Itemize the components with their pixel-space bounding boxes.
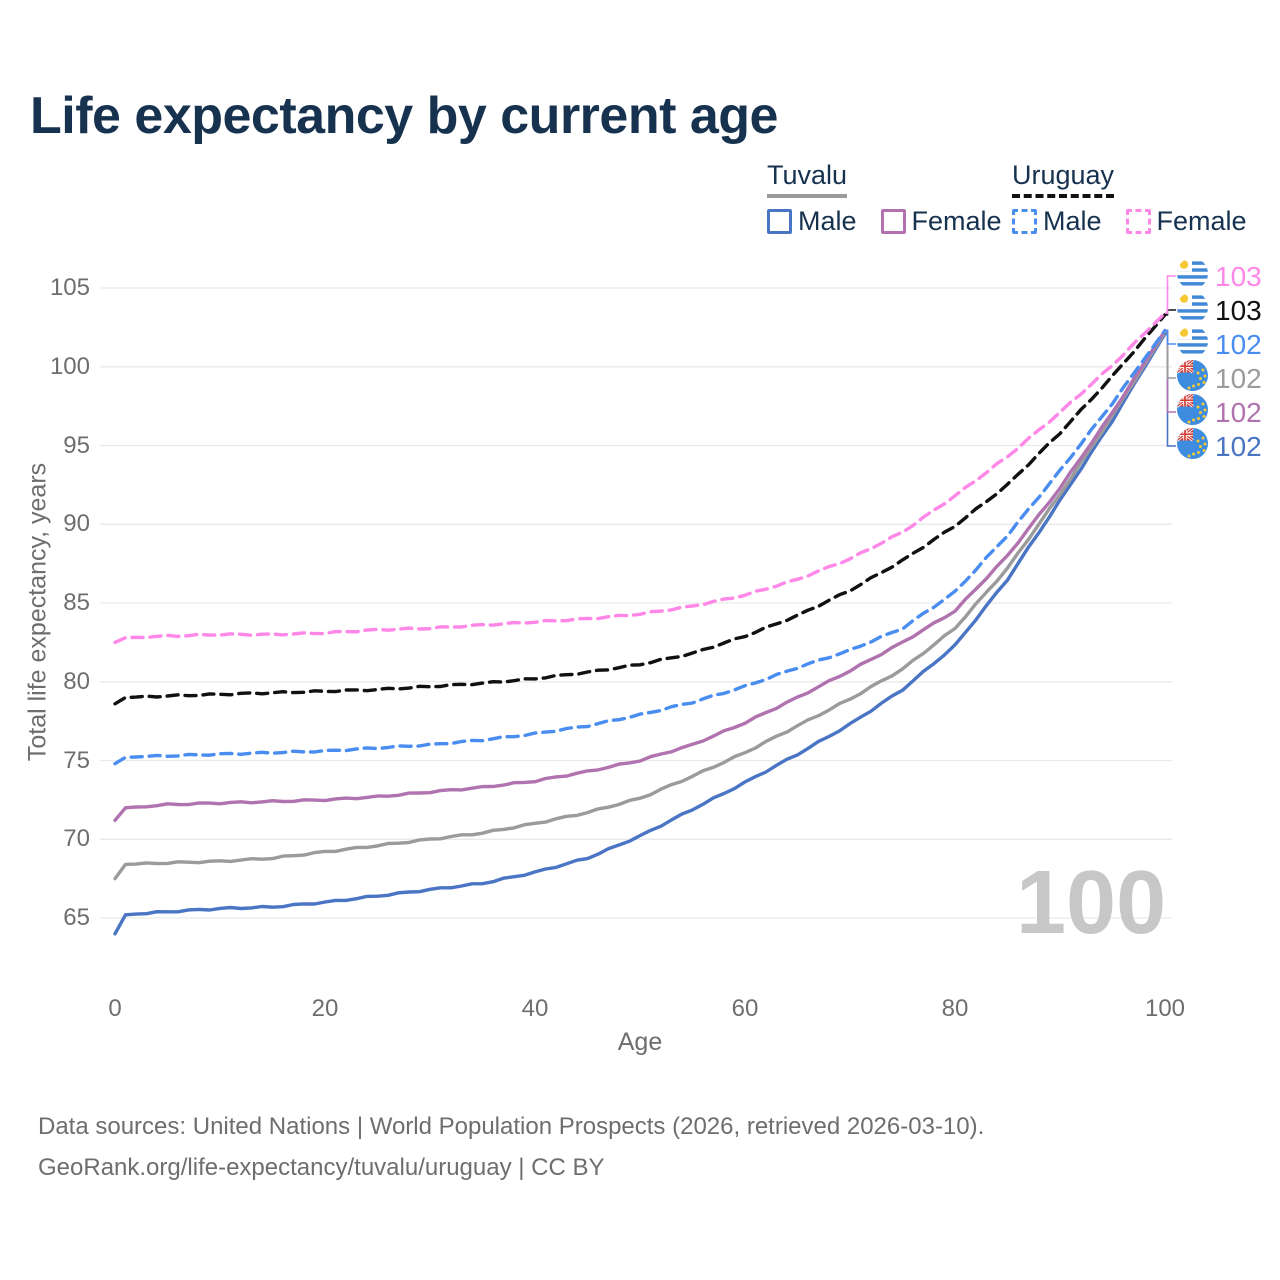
end-label-uruguay-both-sexes: 103 <box>1177 292 1262 328</box>
y-tick-label: 65 <box>63 904 90 931</box>
legend-item-label: Female <box>1156 206 1247 236</box>
end-label-connector <box>1165 329 1176 413</box>
end-label-connector <box>1165 331 1176 379</box>
tuvalu-flag-icon <box>1177 428 1208 464</box>
legend-item-label: Male <box>1043 206 1102 236</box>
uruguay-flag-icon <box>1177 326 1208 362</box>
end-label-value: 103 <box>1215 294 1262 326</box>
series-line-uruguay-female[interactable] <box>113 311 1167 645</box>
age-counter-watermark: 100 <box>1016 853 1167 953</box>
series-line-tuvalu-both-sexes[interactable] <box>113 330 1167 881</box>
end-label-tuvalu-female: 102 <box>1177 394 1262 430</box>
y-tick-label: 75 <box>63 746 90 774</box>
end-label-tuvalu-male: 102 <box>1177 428 1262 464</box>
uruguay-male-swatch-icon <box>1012 209 1037 234</box>
y-tick-label: 100 <box>49 352 90 380</box>
x-tick-label: 40 <box>521 995 549 1022</box>
legend-item-label: Female <box>911 206 1002 236</box>
uruguay-female-swatch-icon <box>1125 209 1151 234</box>
uruguay-flag-icon <box>1177 258 1208 294</box>
end-label-value: 102 <box>1215 396 1262 428</box>
end-label-value: 103 <box>1215 260 1262 292</box>
legend-item-label: Male <box>798 206 857 236</box>
x-tick-label: 80 <box>941 995 969 1022</box>
chart-title: Life expectancy by current age <box>30 87 778 145</box>
series-line-tuvalu-male[interactable] <box>113 332 1167 936</box>
legend-country-uruguay[interactable]: Uruguay <box>1012 160 1115 198</box>
y-tick-label: 95 <box>63 431 90 459</box>
y-tick-label: 85 <box>63 589 90 616</box>
y-tick-label: 70 <box>63 825 90 853</box>
series-line-uruguay-male[interactable] <box>113 328 1167 766</box>
series-line-uruguay-both-sexes[interactable] <box>113 313 1167 706</box>
legend-item-uruguay-male[interactable]: Male <box>1012 206 1102 237</box>
tuvalu-flag-icon <box>1177 394 1208 430</box>
x-axis-title: Age <box>617 1028 663 1056</box>
end-label-uruguay-male: 102 <box>1177 326 1262 362</box>
end-label-value: 102 <box>1215 328 1262 360</box>
x-tick-label: 60 <box>731 995 759 1022</box>
y-axis-title: Total life expectancy, years <box>23 462 52 762</box>
legend-group-uruguay: Uruguay Male Female <box>1012 160 1247 237</box>
end-label-uruguay-female: 103 <box>1177 258 1262 294</box>
legend-country-tuvalu[interactable]: Tuvalu <box>767 160 848 198</box>
tuvalu-male-swatch-icon <box>767 209 792 234</box>
tuvalu-flag-icon <box>1177 360 1208 396</box>
legend-item-tuvalu-male[interactable]: Male <box>767 206 857 237</box>
legend-item-uruguay-female[interactable]: Female <box>1125 206 1247 237</box>
end-label-value: 102 <box>1215 430 1262 462</box>
y-tick-label: 80 <box>63 667 90 695</box>
x-tick-label: 0 <box>108 995 122 1022</box>
legend-item-tuvalu-female[interactable]: Female <box>880 206 1002 237</box>
x-tick-label: 100 <box>1144 995 1186 1022</box>
y-tick-label: 90 <box>63 510 90 538</box>
end-label-connector <box>1165 332 1176 447</box>
footer: Data sources: United Nations | World Pop… <box>38 1106 984 1188</box>
series-line-tuvalu-female[interactable] <box>113 328 1167 822</box>
uruguay-flag-icon <box>1177 292 1208 328</box>
end-label-connector <box>1165 329 1176 345</box>
end-label-value: 102 <box>1215 362 1262 394</box>
x-tick-label: 20 <box>311 995 339 1022</box>
legend-group-tuvalu: Tuvalu Male Female <box>767 160 1002 237</box>
attribution-line: GeoRank.org/life-expectancy/tuvalu/urugu… <box>38 1154 605 1181</box>
end-label-connector <box>1165 275 1176 315</box>
y-tick-label: 105 <box>49 274 90 301</box>
tuvalu-female-swatch-icon <box>880 209 906 234</box>
end-label-tuvalu-both-sexes: 102 <box>1177 360 1262 396</box>
data-sources-line: Data sources: United Nations | World Pop… <box>38 1113 985 1140</box>
end-label-connector <box>1165 309 1176 316</box>
